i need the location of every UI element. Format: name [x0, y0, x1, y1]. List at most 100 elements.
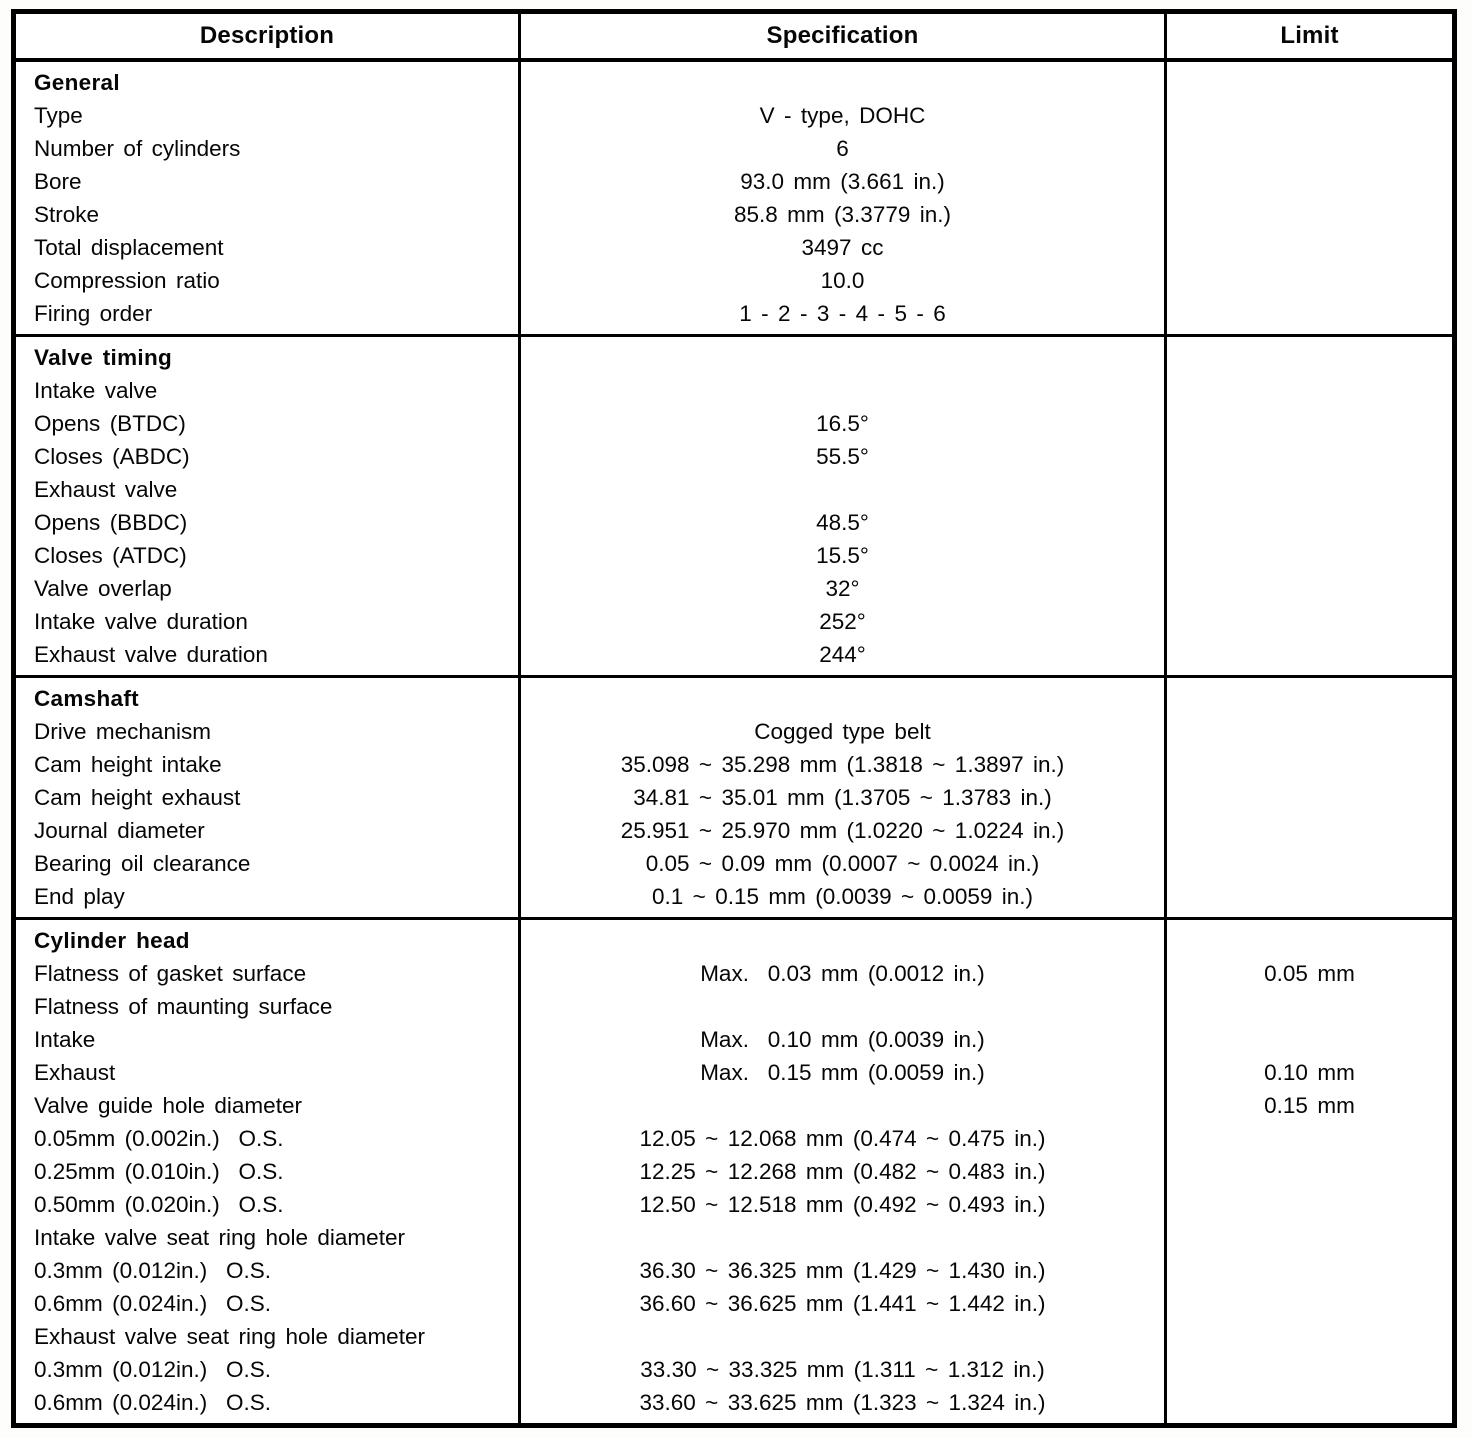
spec-cell: 12.50 ~ 12.518 mm (0.492 ~ 0.493 in.) [639, 1192, 1046, 1217]
limit-cell [1167, 990, 1452, 1023]
description-cell: End play [34, 884, 125, 909]
description-cell: Journal diameter [34, 818, 205, 843]
description-cell: Valve timing [34, 345, 173, 370]
limit-cell [1167, 165, 1452, 198]
spec-cell: 36.60 ~ 36.625 mm (1.441 ~ 1.442 in.) [639, 1291, 1046, 1316]
description-cell: Bearing oil clearance [34, 851, 251, 876]
spec-cell-column: V - type, DOHC 6 93.0 mm (3.661 in.) 85.8 m… [521, 62, 1167, 334]
spec-cell-column: 16.5° 55.5° 48.5° 15.5° 32° 252° 244° [521, 337, 1167, 675]
table-section: Camshaft Drive mechanism Cam height intake… [16, 678, 1452, 920]
spec-cell [521, 1320, 1164, 1353]
description-cell: Opens (BBDC) [34, 510, 188, 535]
spec-cell [521, 1221, 1164, 1254]
spec-cell: 35.098 ~ 35.298 mm (1.3818 ~ 1.3897 in.) [620, 752, 1065, 777]
description-cell: 0.3mm (0.012in.) O.S. [34, 1258, 272, 1283]
description-cell: Total displacement [34, 235, 224, 260]
description-cell-column: Cylinder head Flatness of gasket surface F… [16, 920, 521, 1423]
limit-cell [1167, 1254, 1452, 1287]
limit-cell [1167, 781, 1452, 814]
description-cell: Intake valve seat ring hole diameter [34, 1225, 405, 1250]
limit-cell [1167, 924, 1452, 957]
spec-cell: 15.5° [816, 543, 869, 568]
table-header-row: Description Specification Limit [16, 14, 1452, 62]
spec-cell: 93.0 mm (3.661 in.) [740, 169, 945, 194]
limit-cell [1167, 341, 1452, 374]
spec-cell: Max. 0.15 mm (0.0059 in.) [700, 1060, 985, 1085]
limit-cell: 0.05 mm [1264, 961, 1355, 986]
limit-cell [1167, 605, 1452, 638]
description-cell: Cam height exhaust [34, 785, 241, 810]
limit-cell [1167, 374, 1452, 407]
description-cell: Drive mechanism [34, 719, 211, 744]
spec-cell: 55.5° [816, 444, 869, 469]
spec-cell: 12.05 ~ 12.068 mm (0.474 ~ 0.475 in.) [639, 1126, 1046, 1151]
limit-cell [1167, 473, 1452, 506]
description-cell: 0.6mm (0.024in.) O.S. [34, 1291, 272, 1316]
spec-cell: Max. 0.10 mm (0.0039 in.) [700, 1027, 985, 1052]
spec-cell [521, 1089, 1164, 1122]
limit-cell [1167, 440, 1452, 473]
spec-cell: 3497 cc [801, 235, 884, 260]
engine-spec-table: Description Specification Limit General T… [11, 9, 1457, 1428]
table-section: General Type Number of cylinders Bore Stroke… [16, 62, 1452, 337]
description-cell-column: General Type Number of cylinders Bore Stroke… [16, 62, 521, 334]
column-header-limit: Limit [1280, 22, 1339, 49]
spec-cell: 34.81 ~ 35.01 mm (1.3705 ~ 1.3783 in.) [633, 785, 1052, 810]
limit-cell-column: 0.05 mm 0.10 mm 0.15 mm [1167, 920, 1452, 1423]
description-cell: Exhaust valve [34, 477, 178, 502]
column-header-specification: Specification [521, 14, 1167, 58]
spec-cell: 12.25 ~ 12.268 mm (0.482 ~ 0.483 in.) [639, 1159, 1046, 1184]
limit-cell [1167, 682, 1452, 715]
spec-cell: Max. 0.03 mm (0.0012 in.) [700, 961, 985, 986]
limit-cell [1167, 847, 1452, 880]
limit-cell: 0.15 mm [1264, 1093, 1355, 1118]
description-cell: Cam height intake [34, 752, 222, 777]
description-cell: Stroke [34, 202, 100, 227]
limit-cell [1167, 880, 1452, 913]
limit-cell [1167, 297, 1452, 330]
description-cell: Intake valve [34, 378, 158, 403]
limit-cell [1167, 99, 1452, 132]
description-cell: Flatness of gasket surface [34, 961, 307, 986]
spec-cell: Cogged type belt [754, 719, 931, 744]
spec-cell [521, 66, 1164, 99]
limit-cell-column [1167, 678, 1452, 917]
limit-cell [1167, 198, 1452, 231]
description-cell: Closes (ATDC) [34, 543, 187, 568]
limit-cell: 0.10 mm [1264, 1060, 1355, 1085]
description-cell: Firing order [34, 301, 153, 326]
table-body: General Type Number of cylinders Bore Stroke… [16, 62, 1452, 1423]
description-cell: Valve overlap [34, 576, 172, 601]
description-cell: Exhaust [34, 1060, 116, 1085]
description-cell: Opens (BTDC) [34, 411, 186, 436]
column-header-description: Description [16, 14, 521, 58]
limit-cell [1167, 572, 1452, 605]
description-cell: Exhaust valve duration [34, 642, 268, 667]
spec-cell-column: Max. 0.03 mm (0.0012 in.) Max. 0.10 mm (0… [521, 920, 1167, 1423]
spec-cell: 244° [819, 642, 866, 667]
spec-cell [521, 682, 1164, 715]
spec-cell: 1 - 2 - 3 - 4 - 5 - 6 [739, 301, 946, 326]
description-cell: Exhaust valve seat ring hole diameter [34, 1324, 425, 1349]
spec-cell: 10.0 [820, 268, 865, 293]
limit-cell [1167, 539, 1452, 572]
limit-cell [1167, 506, 1452, 539]
spec-cell: 0.1 ~ 0.15 mm (0.0039 ~ 0.0059 in.) [651, 884, 1034, 909]
spec-cell: 48.5° [816, 510, 869, 535]
limit-cell [1167, 231, 1452, 264]
description-cell: 0.3mm (0.012in.) O.S. [34, 1357, 272, 1382]
limit-cell [1167, 748, 1452, 781]
limit-cell-column [1167, 337, 1452, 675]
spec-cell: 36.30 ~ 36.325 mm (1.429 ~ 1.430 in.) [639, 1258, 1046, 1283]
spec-cell: V - type, DOHC [759, 103, 926, 128]
limit-cell [1167, 1155, 1452, 1188]
description-cell: Intake valve duration [34, 609, 248, 634]
spec-cell: 85.8 mm (3.3779 in.) [733, 202, 952, 227]
description-cell: Flatness of maunting surface [34, 994, 333, 1019]
limit-cell [1167, 407, 1452, 440]
spec-cell: 6 [836, 136, 849, 161]
limit-cell [1167, 638, 1452, 671]
spec-cell [521, 341, 1164, 374]
spec-cell: 32° [825, 576, 860, 601]
spec-cell [521, 990, 1164, 1023]
